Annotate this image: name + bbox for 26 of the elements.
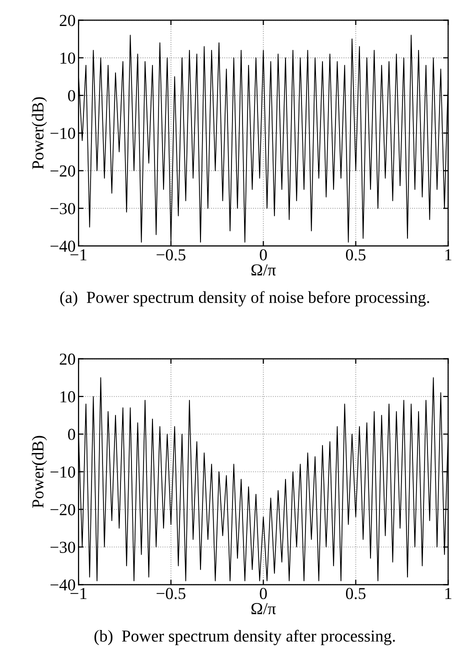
x-tick-label: 0 bbox=[260, 249, 267, 260]
y-axis-title: Power(dB) bbox=[32, 97, 47, 170]
x-tick-label: 0 bbox=[260, 588, 267, 600]
y-tick-label: 10 bbox=[60, 52, 76, 64]
x-tick-label: −0.5 bbox=[156, 249, 186, 261]
y-tick-label: 20 bbox=[60, 354, 76, 365]
y-tick-label: −10 bbox=[50, 466, 76, 478]
x-axis-title: Ω/π bbox=[251, 264, 276, 276]
y-tick-label: −10 bbox=[50, 128, 76, 140]
text: (b) Power spectrum density after processing. bbox=[94, 630, 395, 646]
x-tick-label: 1 bbox=[445, 588, 452, 599]
y-tick-label: 20 bbox=[60, 14, 76, 26]
x-tick-label: 0.5 bbox=[346, 588, 366, 600]
x-tick-label: 0.5 bbox=[346, 249, 366, 261]
text: (a) Power spectrum density of noise before processing. bbox=[60, 291, 430, 306]
y-axis-title: Power(dB) bbox=[32, 436, 47, 508]
x-tick-label: −0.5 bbox=[156, 588, 186, 600]
x-tick-label: 1 bbox=[445, 249, 452, 260]
x-axis-title: Ω/π bbox=[251, 603, 276, 614]
y-tick-label: −30 bbox=[50, 203, 76, 214]
y-tick-label: 10 bbox=[60, 391, 76, 402]
y-tick-label: 0 bbox=[68, 428, 76, 440]
y-tick-label: −20 bbox=[50, 504, 76, 516]
y-tick-label: −20 bbox=[50, 165, 76, 177]
y-tick-label: 0 bbox=[68, 90, 76, 102]
y-tick-label: −30 bbox=[50, 542, 76, 553]
